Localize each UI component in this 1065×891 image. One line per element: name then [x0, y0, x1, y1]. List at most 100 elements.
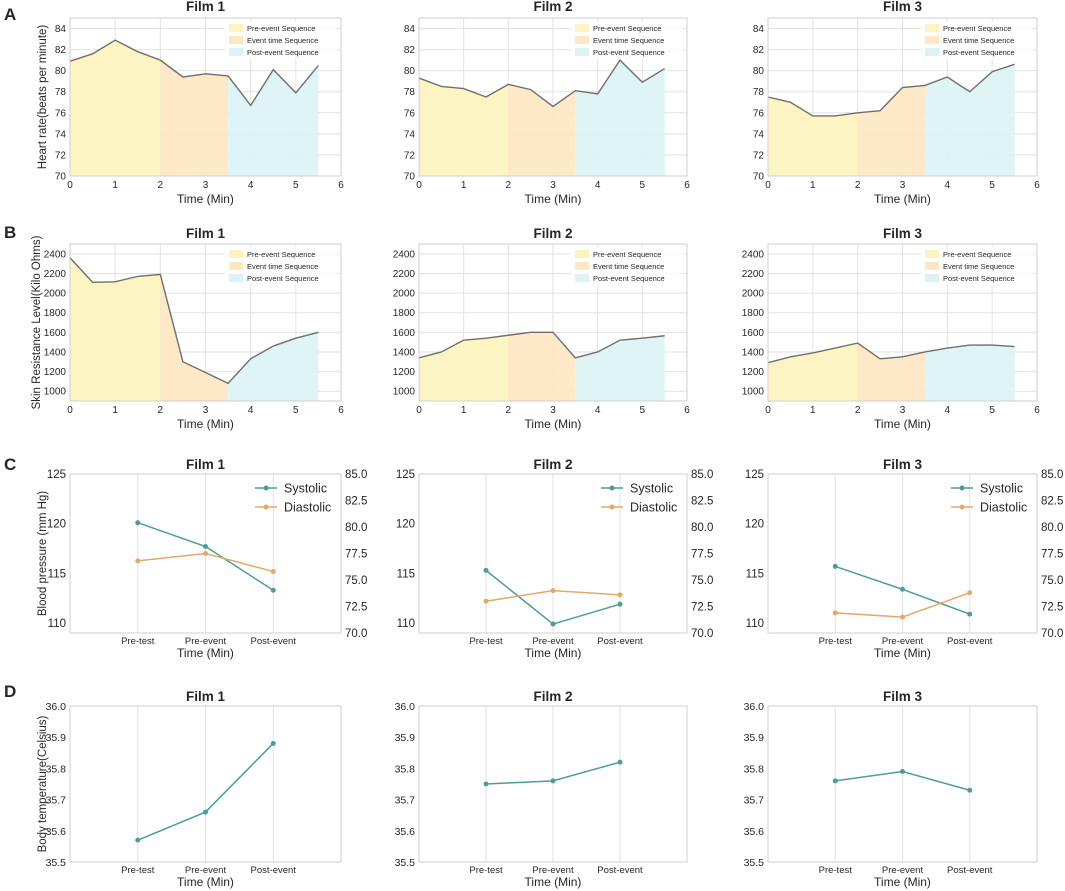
row-C-film-2-systolic-point	[483, 567, 489, 573]
row-B-film-1-xtick: 3	[203, 405, 209, 416]
row-B-film-3-pre-event-area	[768, 343, 858, 401]
row-C-film-2-ytick-left: 125	[396, 469, 415, 481]
row-C-film-1-legend-marker	[263, 504, 269, 510]
row-A-film-3-ytick: 74	[753, 129, 765, 140]
row-A-film-2-series-line	[418, 59, 666, 108]
row-B-film-1-xtick: 4	[248, 405, 254, 416]
row-C-film-2-xlabel: Time (Min)	[525, 646, 582, 660]
row-A-film-1-ytick: 74	[55, 129, 67, 140]
row-B-film-2-ytick: 1800	[393, 308, 416, 319]
row-B-film-3-post-event-area	[924, 345, 1015, 401]
row-B-film-2-xlabel: Time (Min)	[525, 417, 582, 431]
row-B-film-3-xtick: 1	[810, 405, 816, 416]
row-C-film-2-ytick-right: 72.5	[691, 602, 713, 614]
row-D-film-2-ytick: 35.7	[395, 795, 416, 807]
row-B-film-3-ytick: 2200	[742, 269, 765, 280]
row-D-film-1-ytick: 35.5	[46, 857, 67, 869]
row-A-film-1-series-line	[69, 39, 319, 107]
row-A-film-2-xtick: 6	[684, 180, 690, 191]
row-C-film-3-ytick-left: 125	[745, 469, 764, 481]
row-D-film-1-ytick: 36.0	[46, 701, 67, 713]
row-C-film-1-systolic-point	[203, 544, 208, 550]
row-B-film-3-legend-label: Pre-event Sequence	[943, 250, 1011, 259]
row-C-film-1-legend-label: Systolic	[284, 482, 327, 496]
row-C-film-3-xtick: Post-event	[947, 636, 993, 647]
row-C-film-3-systolic-point	[900, 586, 905, 592]
row-A-film-2-legend-swatch	[575, 24, 589, 32]
row-D-film-3-ytick: 36.0	[744, 701, 765, 713]
row-A-film-3-legend-label: Event time Sequence	[943, 36, 1014, 45]
row-D-film-2-xtick: Post-event	[597, 865, 643, 876]
row-C-film-1-ytick-right: 75.0	[345, 575, 367, 587]
row-C-film-1-diastolic-point	[135, 558, 141, 564]
row-B-film-2-legend-swatch	[575, 262, 589, 270]
row-B-film-2-xtick: 2	[506, 405, 512, 416]
row-A-film-2-legend-label: Post-event Sequence	[593, 48, 665, 57]
row-B-film-2-legend-label: Post-event Sequence	[593, 274, 665, 283]
row-B-film-1-xtick: 6	[338, 405, 344, 416]
row-D-film-1-ytick: 35.8	[46, 763, 67, 775]
row-A-film-1-ytick: 84	[55, 24, 67, 35]
row-B-film-1-title: Film 1	[186, 226, 226, 241]
row-A-film-2-xtick: 3	[550, 180, 556, 191]
row-C-film-2-ytick-right: 85.0	[691, 469, 713, 481]
row-B-film-3-xtick: 5	[989, 405, 995, 416]
row-B-film-1-xlabel: Time (Min)	[177, 417, 234, 431]
row-C-film-3-systolic-point	[967, 611, 973, 617]
row-A-film-1-title: Film 1	[186, 0, 226, 14]
row-A-film-1-legend-label: Pre-event Sequence	[247, 24, 315, 33]
row-B-film-1-xtick: 2	[158, 405, 164, 416]
row-D-film-1-ytick: 35.7	[46, 795, 67, 807]
row-A-film-3-xtick: 0	[765, 180, 771, 191]
row-C-film-3-xtick: Pre-test	[819, 636, 853, 647]
row-B-film-3-ytick: 1200	[742, 367, 765, 378]
row-C-film-1-legend-label: Diastolic	[284, 501, 331, 515]
row-C-film-3-diastolic-point	[900, 614, 905, 620]
row-B-film-2-ytick: 1600	[393, 328, 416, 339]
row-C-film-1-diastolic-point	[270, 569, 276, 575]
row-C-film-3-systolic-point	[832, 563, 838, 569]
row-A-film-2-legend-swatch	[575, 36, 589, 44]
row-B-film-3-frame	[767, 243, 1038, 402]
row-C-film-3-diastolic-point	[967, 590, 973, 596]
row-C-film-2-ytick-right: 82.5	[691, 496, 713, 508]
row-A-film-1-legend-swatch	[229, 48, 243, 56]
row-C-film-2-ytick-left: 120	[396, 519, 415, 531]
row-C-film-2-legend-label: Systolic	[630, 482, 673, 496]
row-A-film-1-xtick: 6	[338, 180, 344, 191]
row-D-film-1-temperature-point	[135, 837, 141, 843]
panel-letter-A: A	[4, 5, 16, 24]
row-C-film-2-diastolic-point	[617, 592, 623, 598]
row-B-film-3-ytick: 1000	[742, 387, 765, 398]
row-A-film-1-ytick: 76	[55, 108, 67, 119]
row-C-film-3-ytick-right: 77.5	[1041, 549, 1063, 561]
row-C-film-3-legend-label: Systolic	[980, 482, 1023, 496]
row-C-film-2-diastolic-point	[483, 598, 489, 604]
row-A-film-1-xlabel: Time (Min)	[177, 192, 234, 206]
row-D-film-2-xtick: Pre-event	[532, 865, 574, 876]
row-A-film-1-legend-box	[225, 21, 337, 59]
row-C-film-3-xlabel: Time (Min)	[874, 646, 931, 660]
row-B-film-1-legend-label: Post-event Sequence	[247, 274, 319, 283]
row-A-film-2-xtick: 1	[461, 180, 467, 191]
row-B-film-2-legend-swatch	[575, 250, 589, 258]
row-A-film-2-ytick: 84	[404, 24, 416, 35]
row-C-film-1-diastolic-point	[203, 551, 208, 556]
row-B-film-2-ytick: 1200	[393, 367, 416, 378]
row-A-film-3-xtick: 1	[810, 180, 816, 191]
row-A-film-3-legend-swatch	[925, 48, 939, 56]
row-B-film-1-legend-swatch	[229, 274, 243, 282]
row-A-film-3-ytick: 84	[753, 24, 765, 35]
row-A-film-2-pre-event-area	[419, 78, 509, 176]
row-A-film-3-pre-event-area	[768, 97, 858, 176]
row-C-film-1-systolic-point	[135, 520, 141, 526]
row-C-film-1-ytick-right: 72.5	[345, 602, 367, 614]
row-A-film-2-frame	[418, 17, 688, 177]
row-D-film-2-temperature-point	[483, 781, 489, 787]
row-A-film-2-legend-swatch	[575, 48, 589, 56]
row-C-film-3-title: Film 3	[883, 457, 923, 472]
row-D-film-1-xtick: Post-event	[251, 865, 297, 876]
row-B-film-3-legend-swatch	[925, 250, 939, 258]
row-C-film-1-title: Film 1	[186, 457, 226, 472]
row-B-film-2-legend-label: Event time Sequence	[593, 262, 664, 271]
